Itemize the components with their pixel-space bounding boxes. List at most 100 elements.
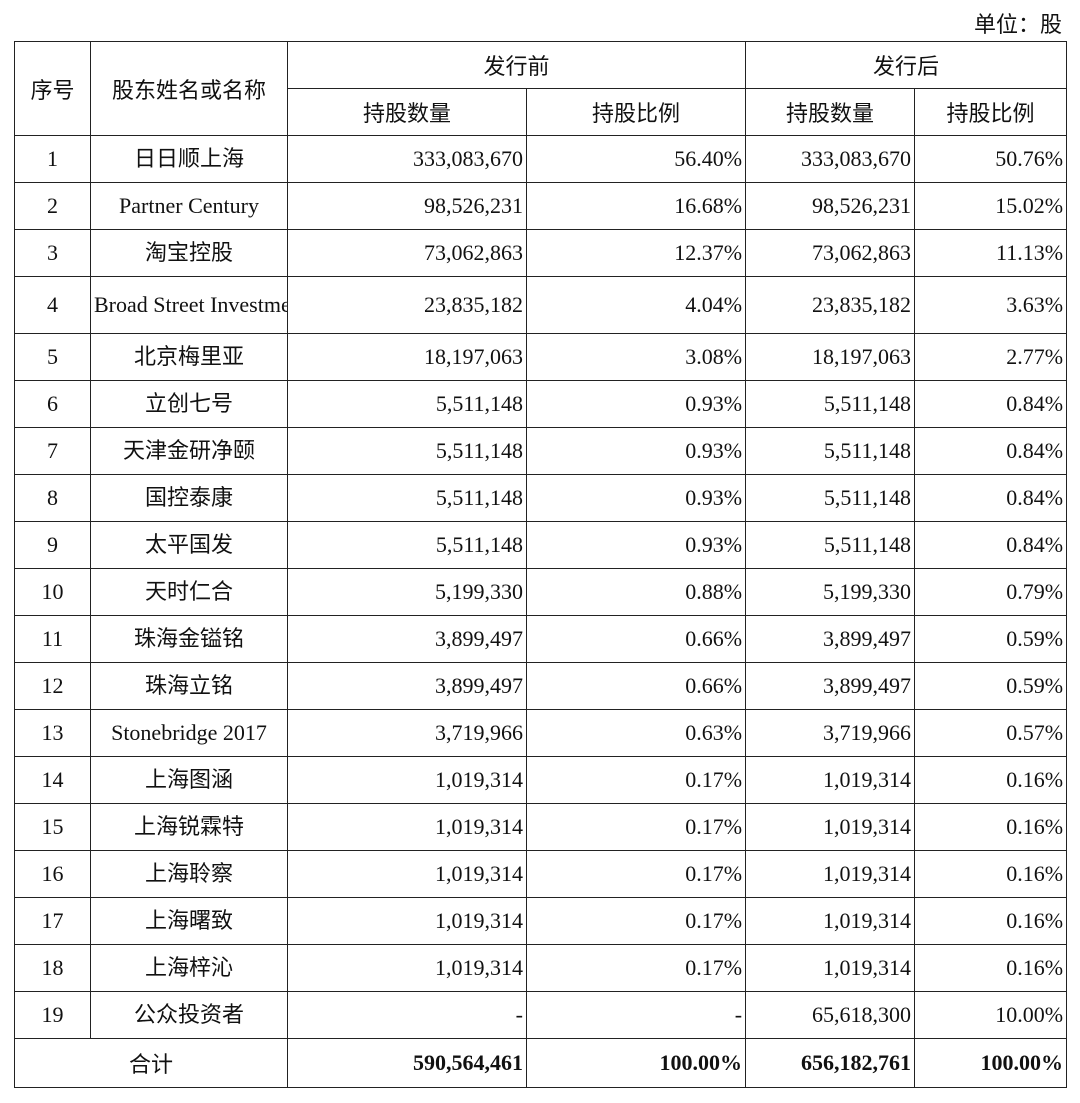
table-row: 8 国控泰康 5,511,148 0.93% 5,511,148 0.84%: [14, 474, 1068, 522]
table-row: 18 上海梓沁 1,019,314 0.17% 1,019,314 0.16%: [14, 944, 1068, 992]
cell-no: 16: [14, 850, 91, 898]
table-row: 17 上海曙致 1,019,314 0.17% 1,019,314 0.16%: [14, 897, 1068, 945]
cell-after-ratio: 0.84%: [914, 474, 1068, 522]
total-after-shares: 656,182,761: [745, 1038, 916, 1088]
cell-after-ratio: 0.59%: [914, 615, 1068, 663]
header-after-shares: 持股数量: [745, 88, 916, 136]
total-before-shares: 590,564,461: [287, 1038, 527, 1088]
cell-after-shares: 1,019,314: [745, 850, 916, 898]
cell-no: 11: [14, 615, 91, 663]
total-before-ratio: 100.00%: [525, 1038, 747, 1088]
header-no: 序号: [14, 41, 91, 136]
cell-after-ratio: 0.16%: [914, 944, 1068, 992]
table-row: 7 天津金研净颐 5,511,148 0.93% 5,511,148 0.84%: [14, 427, 1068, 475]
cell-name: 上海聆察: [90, 850, 288, 898]
cell-no: 19: [14, 991, 91, 1039]
cell-name: 太平国发: [90, 521, 288, 569]
table-row: 14 上海图涵 1,019,314 0.17% 1,019,314 0.16%: [14, 756, 1068, 804]
cell-before-shares: 3,719,966: [287, 709, 527, 757]
cell-after-ratio: 0.16%: [914, 897, 1068, 945]
cell-no: 17: [14, 897, 91, 945]
table-row: 16 上海聆察 1,019,314 0.17% 1,019,314 0.16%: [14, 850, 1068, 898]
header-name: 股东姓名或名称: [90, 41, 288, 136]
cell-before-shares: 98,526,231: [287, 182, 527, 230]
cell-no: 1: [14, 135, 91, 183]
cell-after-ratio: 0.57%: [914, 709, 1068, 757]
cell-after-shares: 23,835,182: [745, 276, 916, 334]
cell-before-shares: 5,511,148: [287, 380, 527, 428]
cell-name: 珠海立铭: [90, 662, 288, 710]
cell-name: 上海曙致: [90, 897, 288, 945]
cell-no: 6: [14, 380, 91, 428]
table-header: 序号 股东姓名或名称 发行前 发行后 持股数量 持股比例 持股数量 持股比例: [14, 41, 1068, 136]
cell-no: 9: [14, 521, 91, 569]
table-row: 5 北京梅里亚 18,197,063 3.08% 18,197,063 2.77…: [14, 333, 1068, 381]
cell-before-shares: 333,083,670: [287, 135, 527, 183]
cell-after-ratio: 15.02%: [914, 182, 1068, 230]
table-row: 1 日日顺上海 333,083,670 56.40% 333,083,670 5…: [14, 135, 1068, 183]
cell-before-shares: 1,019,314: [287, 756, 527, 804]
cell-before-shares: 23,835,182: [287, 276, 527, 334]
cell-before-ratio: 0.66%: [525, 662, 747, 710]
cell-after-shares: 5,511,148: [745, 427, 916, 475]
cell-no: 10: [14, 568, 91, 616]
cell-no: 2: [14, 182, 91, 230]
cell-before-shares: 73,062,863: [287, 229, 527, 277]
cell-after-shares: 5,511,148: [745, 380, 916, 428]
cell-no: 7: [14, 427, 91, 475]
cell-after-shares: 333,083,670: [745, 135, 916, 183]
cell-no: 12: [14, 662, 91, 710]
cell-before-ratio: 0.66%: [525, 615, 747, 663]
cell-before-ratio: 0.17%: [525, 803, 747, 851]
cell-no: 5: [14, 333, 91, 381]
total-label: 合计: [14, 1038, 288, 1088]
table-body: 1 日日顺上海 333,083,670 56.40% 333,083,670 5…: [14, 135, 1068, 1088]
cell-no: 18: [14, 944, 91, 992]
cell-after-ratio: 0.84%: [914, 380, 1068, 428]
table-row: 19 公众投资者 - - 65,618,300 10.00%: [14, 991, 1068, 1039]
table-row: 15 上海锐霖特 1,019,314 0.17% 1,019,314 0.16%: [14, 803, 1068, 851]
cell-before-shares: 1,019,314: [287, 850, 527, 898]
header-after-ratio: 持股比例: [914, 88, 1068, 136]
cell-before-ratio: 0.93%: [525, 474, 747, 522]
cell-no: 15: [14, 803, 91, 851]
header-before-ratio: 持股比例: [525, 88, 747, 136]
cell-after-shares: 1,019,314: [745, 803, 916, 851]
cell-after-shares: 18,197,063: [745, 333, 916, 381]
cell-before-shares: 1,019,314: [287, 944, 527, 992]
cell-before-ratio: -: [525, 991, 747, 1039]
cell-after-ratio: 50.76%: [914, 135, 1068, 183]
cell-name: Stonebridge 2017: [90, 709, 288, 757]
cell-after-ratio: 0.79%: [914, 568, 1068, 616]
unit-label: 单位：股: [973, 12, 1062, 37]
cell-name: 天津金研净颐: [90, 427, 288, 475]
cell-after-ratio: 10.00%: [914, 991, 1068, 1039]
cell-before-ratio: 0.17%: [525, 850, 747, 898]
cell-after-ratio: 0.59%: [914, 662, 1068, 710]
cell-before-ratio: 3.08%: [525, 333, 747, 381]
header-row-top: 序号 股东姓名或名称 发行前 发行后: [14, 41, 1068, 136]
cell-after-shares: 1,019,314: [745, 897, 916, 945]
cell-after-ratio: 0.84%: [914, 521, 1068, 569]
cell-before-ratio: 16.68%: [525, 182, 747, 230]
cell-name: 国控泰康: [90, 474, 288, 522]
cell-name: 淘宝控股: [90, 229, 288, 277]
cell-before-shares: 1,019,314: [287, 803, 527, 851]
cell-before-ratio: 12.37%: [525, 229, 747, 277]
cell-after-shares: 3,719,966: [745, 709, 916, 757]
table-row: 11 珠海金镒铭 3,899,497 0.66% 3,899,497 0.59%: [14, 615, 1068, 663]
total-row: 合计 590,564,461 100.00% 656,182,761 100.0…: [14, 1038, 1068, 1088]
cell-after-ratio: 2.77%: [914, 333, 1068, 381]
header-after: 发行后: [745, 41, 1068, 89]
cell-before-shares: -: [287, 991, 527, 1039]
cell-before-ratio: 0.17%: [525, 897, 747, 945]
cell-no: 4: [14, 276, 91, 334]
cell-after-shares: 65,618,300: [745, 991, 916, 1039]
cell-after-shares: 5,511,148: [745, 521, 916, 569]
cell-before-ratio: 0.93%: [525, 380, 747, 428]
cell-after-shares: 3,899,497: [745, 662, 916, 710]
cell-after-shares: 5,511,148: [745, 474, 916, 522]
cell-name: 上海梓沁: [90, 944, 288, 992]
shareholding-table: 序号 股东姓名或名称 发行前 发行后 持股数量 持股比例 持股数量 持股比例 1…: [14, 41, 1068, 1088]
cell-name: 日日顺上海: [90, 135, 288, 183]
